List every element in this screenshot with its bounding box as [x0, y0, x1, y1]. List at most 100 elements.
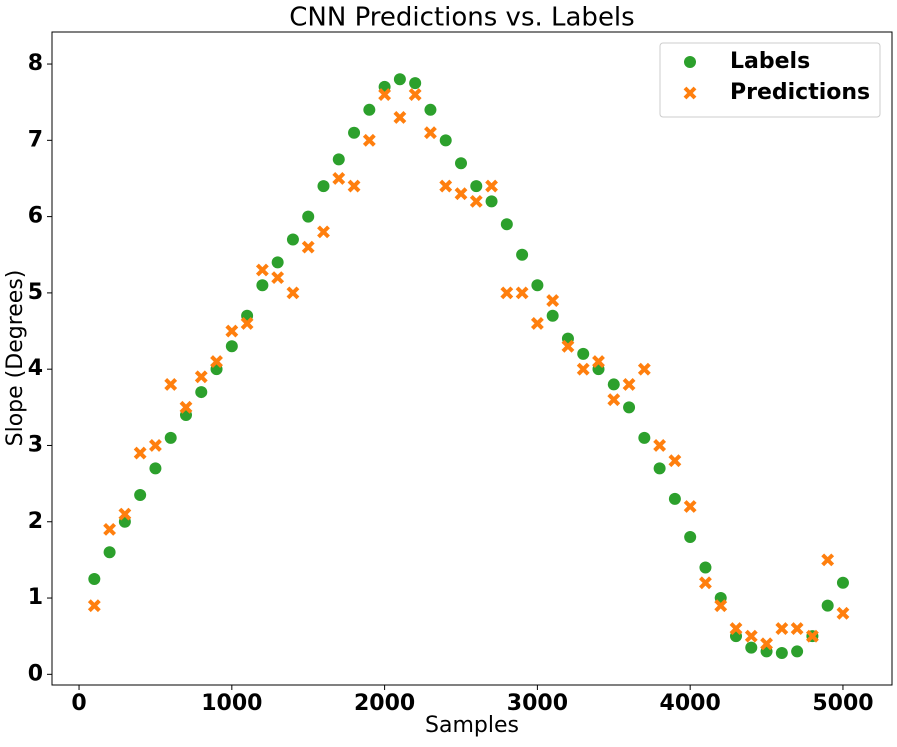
circle-marker [485, 195, 498, 208]
x-marker [500, 286, 514, 300]
circle-marker [332, 153, 345, 166]
x-marker [286, 286, 300, 300]
x-marker [424, 126, 437, 140]
x-marker [240, 316, 254, 330]
circle-marker [363, 103, 376, 116]
circle-marker [286, 233, 299, 246]
circle-marker [699, 561, 712, 574]
x-marker [836, 606, 850, 620]
x-marker [683, 86, 697, 100]
y-tick-label: 5 [28, 280, 43, 305]
x-marker [576, 362, 590, 376]
x-marker [485, 179, 498, 193]
x-marker [714, 599, 728, 613]
circle-marker [256, 279, 269, 292]
chart-title: CNN Predictions vs. Labels [289, 3, 634, 33]
circle-marker [516, 248, 529, 261]
x-marker [149, 439, 162, 452]
x-marker [347, 179, 361, 193]
x-marker [393, 111, 407, 124]
x-marker [729, 622, 743, 635]
circle-marker [775, 646, 788, 659]
x-marker [469, 194, 483, 208]
x-marker [515, 286, 529, 300]
circle-marker [684, 531, 697, 544]
circle-marker [103, 546, 116, 559]
circle-marker [439, 134, 452, 147]
x-marker [301, 240, 315, 254]
circle-marker [454, 157, 467, 170]
x-marker [744, 629, 758, 643]
y-tick-label: 7 [28, 127, 43, 152]
x-marker [408, 88, 422, 101]
circle-marker [409, 77, 422, 90]
plot-frame [51, 31, 893, 686]
circle-marker [546, 309, 559, 322]
x-marker [179, 400, 193, 414]
circle-marker [531, 279, 544, 292]
x-marker [454, 187, 468, 201]
x-marker [805, 629, 819, 643]
x-marker [637, 362, 651, 376]
x-marker [607, 393, 621, 407]
y-tick-label: 2 [28, 509, 43, 534]
x-marker [699, 576, 712, 590]
x-marker [271, 271, 285, 285]
x-marker [821, 553, 835, 567]
x-marker [225, 324, 239, 338]
circle-marker [88, 572, 101, 585]
circle-marker [668, 492, 681, 505]
y-tick-label: 1 [28, 585, 43, 610]
circle-marker [577, 347, 590, 360]
circle-marker [348, 126, 361, 139]
circle-marker [500, 218, 513, 231]
y-tick-label: 3 [28, 432, 43, 457]
x-tick-label: 0 [71, 691, 86, 716]
legend-box [659, 42, 881, 118]
circle-marker [302, 210, 315, 223]
y-tick-label: 8 [28, 51, 43, 76]
circle-marker [393, 73, 406, 86]
circle-marker [623, 401, 636, 414]
circle-marker [149, 462, 162, 475]
circle-marker [164, 431, 177, 444]
x-marker [653, 439, 667, 452]
x-marker [530, 316, 544, 330]
circle-marker [195, 386, 208, 399]
circle-marker [317, 180, 330, 193]
circle-marker [745, 641, 758, 654]
x-marker [760, 637, 773, 651]
y-tick-label: 6 [28, 204, 43, 229]
x-marker [775, 622, 789, 635]
x-marker [210, 355, 223, 368]
circle-marker [225, 340, 238, 353]
x-marker [317, 225, 330, 239]
y-tick-label: 0 [28, 661, 43, 686]
x-tick-label: 4000 [660, 691, 721, 716]
x-marker [87, 599, 101, 613]
x-marker [622, 378, 636, 391]
x-marker [561, 339, 575, 353]
x-marker [194, 370, 208, 384]
x-marker [683, 500, 697, 513]
legend-label: Predictions [730, 80, 870, 105]
circle-marker [470, 180, 483, 193]
x-marker [592, 355, 605, 368]
x-marker [103, 522, 117, 536]
x-marker [133, 446, 147, 460]
circle-marker [424, 103, 437, 116]
circle-marker [271, 256, 284, 269]
circle-marker [821, 599, 834, 612]
x-marker [439, 179, 453, 193]
x-marker [668, 454, 682, 468]
circle-marker [638, 431, 651, 444]
circle-marker [607, 378, 620, 391]
circle-marker [684, 56, 696, 68]
legend-label: Labels [730, 49, 810, 74]
circle-marker [134, 489, 147, 502]
circle-marker [836, 576, 849, 589]
x-marker [546, 294, 560, 307]
x-tick-label: 1000 [201, 691, 262, 716]
y-axis-label: Slope (Degrees) [3, 270, 28, 447]
